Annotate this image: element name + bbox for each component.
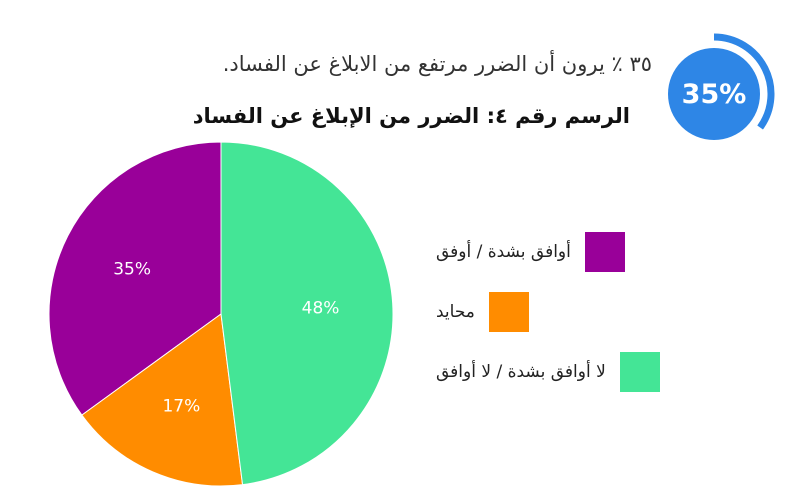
headline-stat: ٣٥ ٪ يرون أن الضرر مرتفع من الابلاغ عن ا…: [222, 52, 652, 76]
badge-progress-arc: [713, 33, 775, 130]
legend-label-neutral: محايد: [436, 302, 475, 322]
badge-value: 35%: [682, 79, 747, 110]
legend-swatch-disagree: [619, 352, 660, 392]
legend-swatch-agree: [584, 232, 625, 272]
badge-circle: [668, 48, 760, 140]
chart-title: الرسم رقم ٤: الضرر من الإبلاغ عن الفساد: [192, 104, 630, 128]
pie-slice-neutral: [81, 313, 244, 487]
legend-swatch-neutral: [488, 292, 529, 332]
pie-chart: 35% 17% 48%: [48, 141, 394, 487]
pie-label-agree: 35%: [113, 260, 151, 280]
legend-item-disagree: لا أوافق بشدة / لا أوافق: [436, 352, 676, 392]
legend-label-disagree: لا أوافق بشدة / لا أوافق: [436, 362, 606, 382]
pie-slice-agree: [48, 141, 222, 416]
legend-item-agree: أوافق بشدة / أوفق: [436, 232, 676, 272]
pie-slice-disagree: [220, 141, 394, 486]
pie-label-neutral: 17%: [162, 397, 200, 417]
legend-label-agree: أوافق بشدة / أوفق: [436, 242, 571, 262]
legend-item-neutral: محايد: [436, 292, 676, 332]
percent-badge: 35%: [652, 32, 776, 156]
chart-legend: أوافق بشدة / أوفق محايد لا أوافق بشدة / …: [436, 232, 676, 412]
pie-label-disagree: 48%: [302, 299, 340, 319]
